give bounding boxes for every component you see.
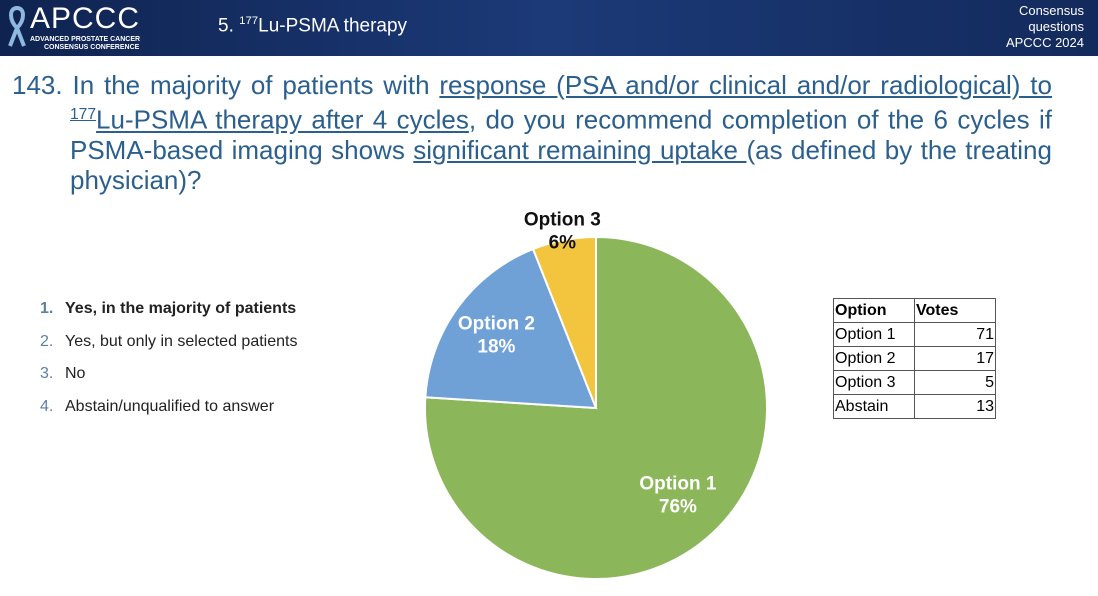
text: Lu-PSMA therapy after 4 cycles [96, 104, 469, 135]
text: (as defined by the treating physician)? [70, 134, 1052, 195]
slice-value-label: 76% [659, 496, 697, 517]
logo-subtitle: ADVANCED PROSTATE CANCER [30, 36, 141, 43]
text: 5. [218, 15, 240, 37]
table-cell: Option 2 [833, 346, 915, 371]
text: Consensus [1018, 3, 1084, 18]
text: , do you recommend completion of the 6 c… [70, 104, 1052, 165]
option-number: 3. [40, 365, 54, 382]
table-header: Option Votes [833, 298, 996, 323]
option-item: 1. Yes, in the majority of patients [40, 300, 297, 333]
pie-slice [531, 235, 597, 409]
table-cell: 17 [914, 346, 996, 371]
section-title: 5. 177Lu-PSMA therapy [218, 15, 407, 37]
option-number: 1. [40, 300, 54, 317]
header-cell: Votes [914, 298, 996, 323]
option-number: 2. [40, 332, 54, 350]
text: 177 [239, 15, 259, 27]
question-number: 143. [12, 70, 63, 100]
table-cell: Abstain [833, 394, 915, 419]
question: 143. In the majority of patients with re… [12, 70, 1052, 195]
table-row: Option 2 17 [833, 346, 996, 371]
table-cell: 71 [914, 322, 996, 347]
table-cell: Option 3 [833, 370, 915, 395]
table-cell: Option 1 [833, 322, 915, 347]
table-row: Option 1 71 [833, 322, 996, 347]
header-cell: Option [833, 298, 915, 323]
text: In the majority of patients with [72, 70, 440, 100]
text: APCCC 2024 [1005, 35, 1084, 50]
slice-label: Option 3 [524, 210, 601, 231]
pie-slice [424, 247, 598, 410]
slice-label: Option 2 [458, 314, 535, 335]
option-text: Yes, in the majority of patients [65, 300, 297, 317]
table-cell: 13 [914, 394, 996, 419]
text: response (PSA and/or clinical and/or rad… [439, 70, 1052, 100]
table-row: Abstain 13 [833, 394, 996, 419]
slice-label: Option 1 [639, 473, 716, 494]
text: Lu-PSMA therapy [258, 15, 408, 37]
option-text: Abstain/unqualified to answer [65, 397, 275, 415]
text: 177 [70, 106, 97, 123]
option-number: 4. [40, 397, 54, 415]
logo-subtitle: CONSENSUS CONFERENCE [44, 44, 140, 51]
option-item: 2. Yes, but only in selected patients [40, 333, 297, 366]
slice-value-label: 6% [549, 233, 577, 254]
logo: APCCC [30, 2, 141, 35]
corner-label: Consensus questions APCCC 2024 [1006, 3, 1084, 51]
option-text: No [65, 365, 86, 382]
text: significant remaining uptake [413, 134, 747, 165]
options-list: 1. Yes, in the majority of patients 2. Yes,… [40, 300, 297, 430]
table-cell: 5 [914, 370, 996, 395]
pie-slice [424, 235, 768, 580]
slice-value-label: 18% [477, 337, 515, 358]
header-bar: APCCC ADVANCED PROSTATE CANCER CONSENSUS… [0, 0, 1098, 56]
option-text: Yes, but only in selected patients [65, 332, 298, 350]
ribbon-icon [8, 6, 26, 47]
option-item: 4. Abstain/unqualified to answer [40, 398, 297, 431]
text: questions [1028, 19, 1084, 34]
option-item: 3. No [40, 365, 297, 398]
